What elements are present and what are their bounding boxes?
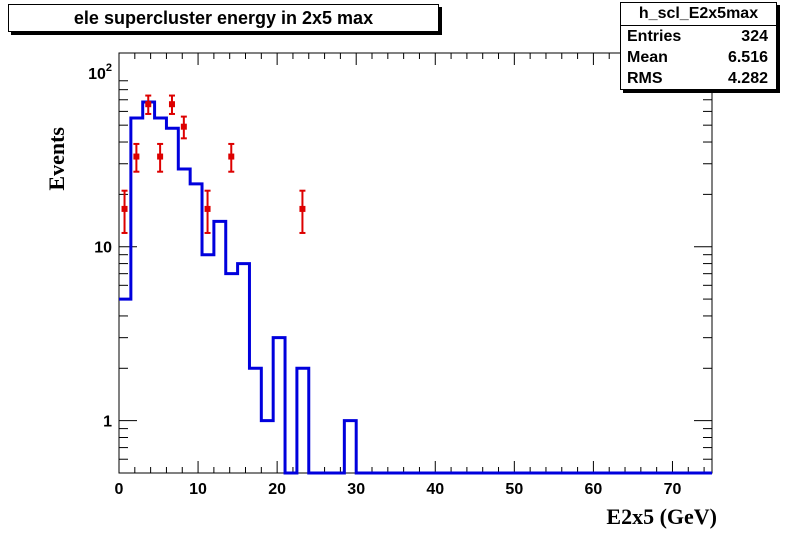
data-point — [121, 189, 128, 234]
mean-label: Mean — [627, 49, 668, 66]
x-tick-label: 10 — [189, 481, 207, 498]
plot-frame — [118, 52, 713, 474]
y-tick-labels: 1 10 102 — [88, 62, 112, 431]
axis-ticks — [118, 53, 712, 474]
histogram-line — [119, 100, 712, 475]
point-marker — [168, 101, 175, 108]
data-point — [204, 189, 211, 234]
rms-label: RMS — [627, 70, 663, 87]
x-tick-label: 50 — [505, 481, 523, 498]
data-point — [145, 94, 152, 115]
x-tick-labels: 0 10 20 30 40 50 60 70 — [115, 481, 682, 498]
rms-value: 4.282 — [727, 70, 768, 87]
data-point — [168, 94, 175, 115]
data-points-series — [121, 94, 306, 234]
y-axis-label: Events — [44, 127, 69, 191]
x-tick-label: 70 — [664, 481, 682, 498]
x-tick-label: 0 — [115, 481, 124, 498]
point-marker — [180, 123, 187, 130]
x-tick-label: 30 — [347, 481, 365, 498]
point-marker — [299, 205, 306, 212]
histogram-series — [119, 100, 712, 475]
data-point — [228, 142, 235, 173]
entries-value: 324 — [741, 28, 768, 45]
y-tick-label: 10 — [94, 240, 112, 257]
x-tick-label: 20 — [268, 481, 286, 498]
entries-label: Entries — [627, 28, 682, 45]
y-tick-label: 1 — [103, 414, 112, 431]
point-marker — [133, 153, 140, 160]
point-marker — [145, 101, 152, 108]
point-marker — [228, 153, 235, 160]
data-point — [299, 189, 306, 234]
stats-box: h_scl_E2x5max Entries 324 Mean 6.516 RMS… — [620, 2, 777, 90]
data-point — [157, 142, 164, 173]
y-tick-label: 102 — [88, 62, 112, 83]
x-tick-label: 40 — [426, 481, 444, 498]
chart-title: ele supercluster energy in 2x5 max — [8, 4, 439, 32]
stats-histogram-name: h_scl_E2x5max — [621, 3, 776, 26]
point-marker — [204, 205, 211, 212]
stats-row-mean: Mean 6.516 — [621, 47, 776, 68]
x-axis-label: E2x5 (GeV) — [606, 504, 717, 529]
point-marker — [121, 205, 128, 212]
x-tick-label: 60 — [585, 481, 603, 498]
mean-value: 6.516 — [727, 49, 768, 66]
data-point — [133, 142, 140, 173]
stats-row-rms: RMS 4.282 — [621, 68, 776, 89]
stats-row-entries: Entries 324 — [621, 26, 776, 47]
point-marker — [157, 153, 164, 160]
data-point — [180, 115, 187, 140]
